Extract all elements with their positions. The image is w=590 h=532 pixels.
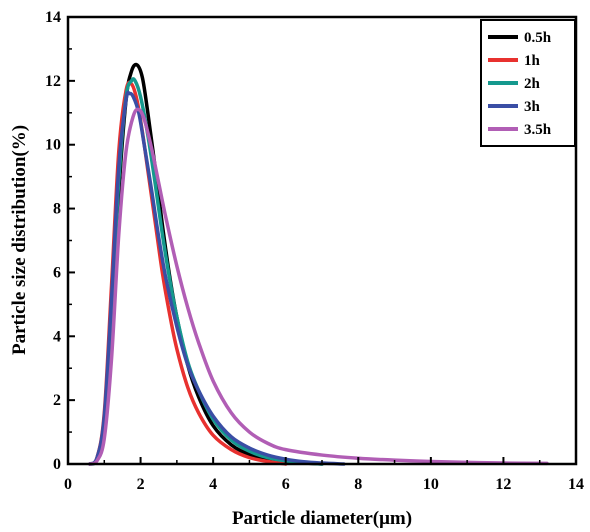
legend-label: 0.5h bbox=[524, 30, 552, 46]
series-line-4 bbox=[88, 107, 549, 466]
legend-box bbox=[480, 19, 576, 147]
y-axis-ticks: 0 2 4 6 8 10 12 14 bbox=[45, 9, 75, 473]
y-tick-label: 10 bbox=[45, 137, 61, 154]
x-tick-label: 12 bbox=[495, 476, 511, 493]
x-tick-label: 10 bbox=[423, 476, 439, 493]
x-tick-label: 0 bbox=[64, 476, 72, 493]
x-tick-label: 4 bbox=[209, 476, 217, 493]
x-tick-label: 2 bbox=[137, 476, 145, 493]
legend: 0.5h 1h 2h 3h 3.5h bbox=[480, 19, 576, 147]
y-axis-title: Particle size distribution(%) bbox=[9, 125, 30, 355]
y-tick-label: 8 bbox=[53, 201, 61, 218]
plot-lines bbox=[88, 62, 549, 466]
y-tick-label: 2 bbox=[53, 392, 61, 409]
y-tick-label: 14 bbox=[45, 9, 61, 26]
y-tick-label: 0 bbox=[53, 456, 61, 473]
x-tick-label: 8 bbox=[354, 476, 362, 493]
x-axis-title: Particle diameter(μm) bbox=[232, 508, 412, 529]
x-tick-label: 6 bbox=[282, 476, 290, 493]
series-line-3 bbox=[88, 90, 346, 466]
series-line-1 bbox=[88, 80, 288, 466]
y-tick-label: 12 bbox=[45, 73, 61, 90]
legend-label: 2h bbox=[524, 76, 541, 92]
x-axis-ticks: 0 2 4 6 8 10 12 14 bbox=[64, 457, 584, 493]
legend-label: 1h bbox=[524, 53, 541, 69]
y-tick-label: 4 bbox=[53, 328, 61, 345]
x-tick-label: 14 bbox=[568, 476, 584, 493]
legend-label: 3.5h bbox=[524, 122, 552, 138]
legend-label: 3h bbox=[524, 99, 541, 115]
y-tick-label: 6 bbox=[53, 264, 61, 281]
